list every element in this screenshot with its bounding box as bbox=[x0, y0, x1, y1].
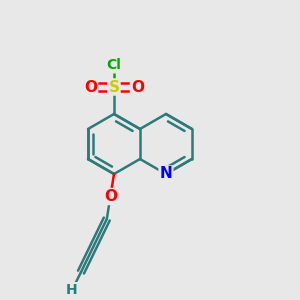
Text: H: H bbox=[66, 283, 78, 297]
Text: N: N bbox=[160, 167, 172, 182]
Text: Cl: Cl bbox=[106, 58, 122, 72]
Text: O: O bbox=[104, 189, 117, 204]
Text: O: O bbox=[84, 80, 97, 94]
Text: S: S bbox=[109, 80, 119, 94]
Text: O: O bbox=[131, 80, 144, 94]
